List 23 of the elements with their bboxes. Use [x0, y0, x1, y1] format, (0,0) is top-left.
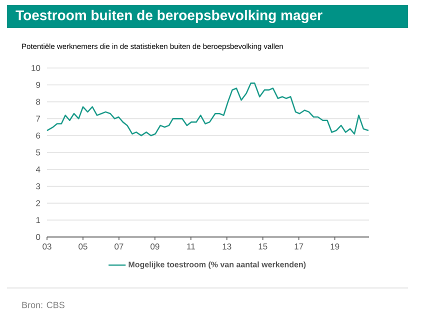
legend-label: Mogelijke toestroom (% van aantal werkenden) — [128, 261, 306, 269]
y-tick-label: 5 — [36, 150, 40, 156]
x-tick-label: 07 — [114, 244, 124, 250]
y-tick-label: 10 — [32, 64, 40, 71]
y-tick-label: 8 — [36, 98, 40, 105]
y-tick-label: 0 — [36, 234, 40, 240]
x-tick-label: 15 — [258, 244, 268, 250]
text: Bron: CBS — [22, 302, 64, 308]
y-tick-label: 4 — [36, 166, 40, 172]
y-tick-label: 7 — [36, 116, 40, 122]
x-tick-label: 11 — [187, 244, 195, 250]
y-tick-label: 6 — [36, 132, 40, 139]
x-tick-label: 17 — [294, 244, 304, 250]
chart-title: Toestroom buiten de beroepsbevolking mager — [16, 10, 322, 24]
x-tick-label: 19 — [330, 244, 340, 250]
x-tick-label: 13 — [222, 244, 232, 250]
y-tick-label: 3 — [36, 183, 40, 190]
y-tick-label: 1 — [36, 217, 40, 224]
y-tick-label: 9 — [36, 82, 40, 88]
x-tick-label: 09 — [150, 244, 160, 250]
y-tick-label: 2 — [36, 200, 40, 206]
x-tick-label: 05 — [78, 244, 88, 250]
x-tick-label: 03 — [42, 244, 52, 250]
